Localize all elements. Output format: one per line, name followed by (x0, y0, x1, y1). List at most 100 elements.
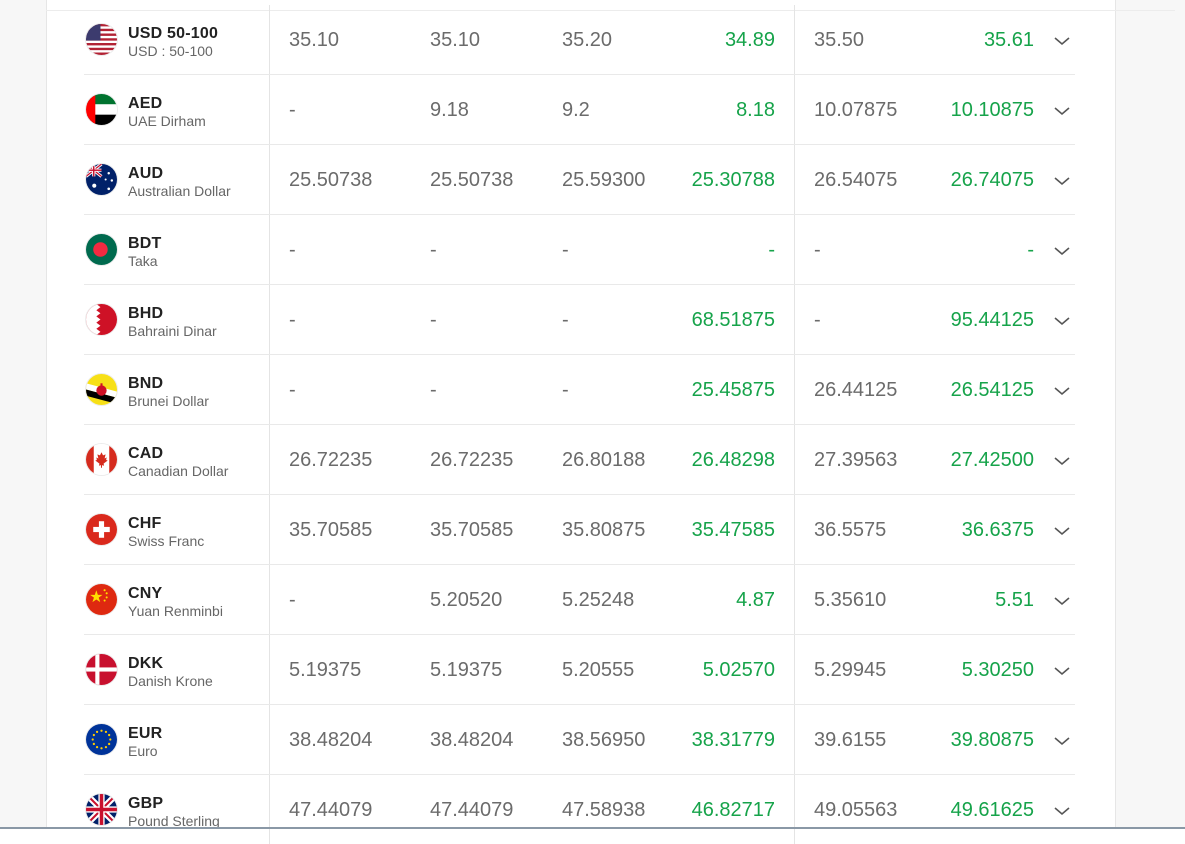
rate-value: - (430, 309, 437, 331)
rate-value-highlight: 27.42500 (950, 449, 1034, 471)
currency-cell: DKK Danish Krone (84, 635, 270, 704)
currency-cell: GBP Pound Sterling (84, 775, 270, 844)
currency-name: Danish Krone (128, 673, 213, 689)
rate-value: 25.50738 (430, 169, 514, 191)
chevron-down-icon[interactable] (1052, 731, 1072, 751)
currency-name: USD : 50-100 (128, 43, 213, 59)
rate-value: 49.05563 (814, 799, 898, 821)
rate-value: 35.10 (430, 29, 481, 51)
rate-value: 10.07875 (814, 99, 898, 121)
currency-code: AED (128, 95, 163, 112)
rate-value-highlight: 38.31779 (691, 729, 775, 751)
rate-value: - (430, 379, 437, 401)
rate-value: 25.59300 (562, 169, 646, 191)
column-divider (794, 495, 795, 564)
currency-name: Taka (128, 253, 158, 269)
rate-value: 47.44079 (430, 799, 514, 821)
rate-value: - (289, 589, 296, 611)
bahrain-flag-icon (86, 304, 117, 335)
rate-value: - (289, 99, 296, 121)
table-row: DKK Danish Krone 5.19375 5.19375 5.20555… (84, 635, 1075, 705)
currency-cell: AED UAE Dirham (84, 75, 270, 144)
table-row: USD 50-100 USD : 50-100 35.10 35.10 35.2… (84, 5, 1075, 75)
currency-name: Brunei Dollar (128, 393, 209, 409)
rate-value-highlight: - (1027, 239, 1034, 261)
currency-code: AUD (128, 165, 164, 182)
chevron-down-icon[interactable] (1052, 521, 1072, 541)
currency-name: Canadian Dollar (128, 463, 229, 479)
rate-value-highlight: 36.6375 (961, 519, 1034, 541)
currency-cell: CNY Yuan Renminbi (84, 565, 270, 634)
currency-code: DKK (128, 655, 164, 672)
rate-value: - (289, 239, 296, 261)
table-row: BND Brunei Dollar - - - 25.45875 26.4412… (84, 355, 1075, 425)
rate-value: 9.2 (562, 99, 590, 121)
rate-value: 5.29945 (814, 659, 887, 681)
brunei-flag-icon (86, 374, 117, 405)
column-divider (794, 775, 795, 844)
rate-value: - (430, 239, 437, 261)
australia-flag-icon (86, 164, 117, 195)
rate-value: 35.10 (289, 29, 340, 51)
table-row: AED UAE Dirham - 9.18 9.2 8.18 10.07875 … (84, 75, 1075, 145)
rate-value: 5.25248 (562, 589, 635, 611)
rate-value: - (562, 239, 569, 261)
table-row: CAD Canadian Dollar 26.72235 26.72235 26… (84, 425, 1075, 495)
rate-value-highlight: 26.48298 (691, 449, 775, 471)
table-row: CHF Swiss Franc 35.70585 35.70585 35.808… (84, 495, 1075, 565)
window-bottom-border (0, 827, 1185, 829)
chevron-down-icon[interactable] (1052, 661, 1072, 681)
rate-value: 5.20520 (430, 589, 503, 611)
currency-name: UAE Dirham (128, 113, 206, 129)
chevron-down-icon[interactable] (1052, 311, 1072, 331)
rate-value: 26.54075 (814, 169, 898, 191)
rate-value: 26.72235 (430, 449, 514, 471)
exchange-rate-card (46, 0, 1116, 829)
currency-code: CHF (128, 515, 162, 532)
chevron-down-icon[interactable] (1052, 451, 1072, 471)
currency-name: Pound Sterling (128, 813, 220, 829)
rate-value: - (289, 309, 296, 331)
column-divider (794, 705, 795, 774)
rate-value: 27.39563 (814, 449, 898, 471)
rate-value: 35.20 (562, 29, 613, 51)
rate-value-highlight: 46.82717 (691, 799, 775, 821)
uae-flag-icon (86, 94, 117, 125)
currency-cell: CAD Canadian Dollar (84, 425, 270, 494)
chevron-down-icon[interactable] (1052, 101, 1072, 121)
rate-value: 5.19375 (289, 659, 362, 681)
chevron-down-icon[interactable] (1052, 241, 1072, 261)
rate-value: 36.5575 (814, 519, 887, 541)
rate-value-highlight: 35.47585 (691, 519, 775, 541)
rate-value-highlight: 35.61 (983, 29, 1034, 51)
currency-code: EUR (128, 725, 163, 742)
table-row: BDT Taka - - - - - - (84, 215, 1075, 285)
column-divider (794, 355, 795, 424)
currency-name: Yuan Renminbi (128, 603, 223, 619)
currency-cell: BHD Bahraini Dinar (84, 285, 270, 354)
rate-value: 5.19375 (430, 659, 503, 681)
chevron-down-icon[interactable] (1052, 591, 1072, 611)
column-divider (794, 215, 795, 284)
rate-value: 35.50 (814, 29, 865, 51)
rate-value: 38.48204 (289, 729, 373, 751)
column-divider (794, 145, 795, 214)
currency-cell: USD 50-100 USD : 50-100 (84, 5, 270, 74)
currency-name: Swiss Franc (128, 533, 205, 549)
exchange-rate-table: USD 50-100 USD : 50-100 35.10 35.10 35.2… (84, 5, 1075, 844)
rate-value: 35.70585 (289, 519, 373, 541)
rate-value: 39.6155 (814, 729, 887, 751)
rate-value-highlight: 5.02570 (702, 659, 775, 681)
chevron-down-icon[interactable] (1052, 171, 1072, 191)
rate-value-highlight: 5.51 (995, 589, 1034, 611)
chevron-down-icon[interactable] (1052, 31, 1072, 51)
chevron-down-icon[interactable] (1052, 801, 1072, 821)
canada-flag-icon (86, 444, 117, 475)
us-flag-icon (86, 24, 117, 55)
rate-value: 5.20555 (562, 659, 635, 681)
denmark-flag-icon (86, 654, 117, 685)
rate-value-highlight: 10.10875 (950, 99, 1034, 121)
chevron-down-icon[interactable] (1052, 381, 1072, 401)
rate-value: - (814, 309, 821, 331)
rate-value-highlight: 25.45875 (691, 379, 775, 401)
